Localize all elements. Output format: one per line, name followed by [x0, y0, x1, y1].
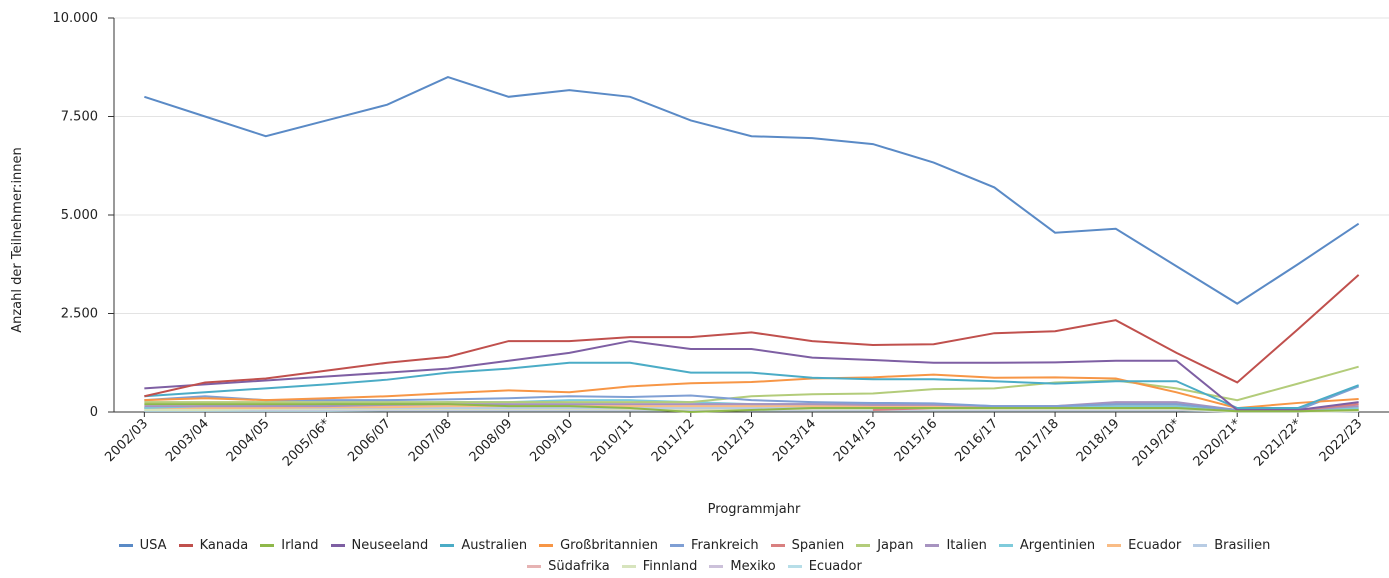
- x-tick-label: 2016/17: [952, 416, 1001, 465]
- legend-swatch: [539, 544, 554, 547]
- legend-swatch: [621, 565, 636, 568]
- y-tick-label: 2.500: [61, 307, 98, 322]
- legend-item[interactable]: Japan: [856, 538, 913, 553]
- legend-swatch: [1193, 544, 1208, 547]
- x-tick-label: 2011/12: [649, 416, 698, 465]
- y-tick-label: 7.500: [61, 110, 98, 125]
- series-line: [144, 365, 1359, 404]
- legend-swatch: [178, 544, 193, 547]
- legend-swatch: [669, 544, 684, 547]
- legend-label: Finnland: [642, 559, 698, 574]
- x-tick-label: 2019/20*: [1130, 416, 1184, 470]
- x-tick-label: 2015/16: [892, 416, 941, 465]
- legend-label: Großbritannien: [560, 538, 658, 553]
- series-line: [144, 373, 1359, 410]
- y-tick-label: 0: [90, 405, 98, 420]
- legend-label: Brasilien: [1214, 538, 1271, 553]
- legend-row: Südafrika Finnland Mexiko Ecuador: [527, 559, 862, 574]
- legend-item[interactable]: Südafrika: [527, 559, 610, 574]
- x-tick-label: 2007/08: [406, 416, 455, 465]
- x-tick-label: 2008/09: [467, 416, 516, 465]
- legend-swatch: [770, 544, 785, 547]
- x-tick-label: 2009/10: [527, 416, 576, 465]
- legend-label: Ecuador: [808, 559, 862, 574]
- legend-swatch: [998, 544, 1013, 547]
- y-tick-label: 5.000: [61, 208, 98, 223]
- y-axis-label: Anzahl der Teilnehmer:innen: [10, 147, 25, 333]
- legend: USA Kanada Irland Neuseeland Australien Großb…: [0, 538, 1389, 574]
- x-tick-label: 2014/15: [831, 416, 880, 465]
- y-tick-label: 10.000: [53, 11, 99, 26]
- legend-item[interactable]: Kanada: [178, 538, 249, 553]
- x-tick-label: 2004/05: [224, 416, 273, 465]
- x-tick-label: 2017/18: [1013, 416, 1062, 465]
- legend-swatch: [440, 544, 455, 547]
- legend-item[interactable]: Irland: [260, 538, 319, 553]
- series-line: [144, 274, 1360, 398]
- x-tick-label: 2022/23: [1317, 416, 1366, 465]
- legend-swatch: [118, 544, 133, 547]
- series-line: [144, 361, 1359, 410]
- series-line: [144, 385, 1360, 412]
- legend-label: USA: [139, 538, 167, 553]
- legend-item[interactable]: Finnland: [621, 559, 698, 574]
- legend-label: Spanien: [791, 538, 845, 553]
- x-axis-label: Programmjahr: [708, 502, 801, 517]
- series-line: [144, 76, 1360, 305]
- x-tick-label: 2003/04: [163, 416, 212, 465]
- legend-item[interactable]: Brasilien: [1193, 538, 1270, 553]
- x-tick-label: 2013/14: [770, 416, 819, 465]
- legend-swatch: [709, 565, 724, 568]
- legend-label: Ecuador: [1128, 538, 1182, 553]
- legend-label: Mexiko: [730, 559, 776, 574]
- legend-label: Italien: [946, 538, 987, 553]
- x-tick-label: 2002/03: [102, 416, 151, 465]
- series-line: [144, 403, 1359, 414]
- legend-label: Südafrika: [548, 559, 610, 574]
- legend-swatch: [856, 544, 871, 547]
- legend-item[interactable]: Großbritannien: [539, 538, 658, 553]
- legend-label: Frankreich: [690, 538, 759, 553]
- legend-swatch: [787, 565, 802, 568]
- legend-label: Neuseeland: [351, 538, 429, 553]
- legend-item[interactable]: Australien: [440, 538, 527, 553]
- legend-item[interactable]: Argentinien: [998, 538, 1096, 553]
- legend-label: Argentinien: [1019, 538, 1096, 553]
- chart: Anzahl der Teilnehmer:innen Programmjahr…: [10, 11, 1389, 517]
- x-tick-label: 2020/21*: [1191, 416, 1245, 470]
- legend-item[interactable]: Ecuador: [1107, 538, 1181, 553]
- legend-swatch: [260, 544, 275, 547]
- legend-item[interactable]: Spanien: [770, 538, 845, 553]
- legend-item[interactable]: USA: [118, 538, 167, 553]
- legend-label: Kanada: [199, 538, 249, 553]
- legend-label: Irland: [281, 538, 319, 553]
- legend-label: Japan: [877, 538, 914, 553]
- x-tick-label: 2010/11: [588, 416, 637, 465]
- x-tick-label: 2006/07: [345, 416, 394, 465]
- legend-item[interactable]: Frankreich: [669, 538, 759, 553]
- legend-item[interactable]: Neuseeland: [330, 538, 429, 553]
- series-line: [144, 340, 1359, 412]
- legend-swatch: [1107, 544, 1122, 547]
- x-tick-label: 2012/13: [710, 416, 759, 465]
- legend-swatch: [527, 565, 542, 568]
- x-tick-label: 2005/06*: [280, 416, 334, 470]
- legend-item[interactable]: Ecuador: [787, 559, 862, 574]
- legend-swatch: [330, 544, 345, 547]
- legend-item[interactable]: Mexiko: [709, 559, 776, 574]
- series-line: [144, 401, 1359, 412]
- x-tick-label: 2018/19: [1074, 416, 1123, 465]
- legend-item[interactable]: Italien: [925, 538, 987, 553]
- legend-label: Australien: [461, 538, 528, 553]
- x-tick-label: 2021/22*: [1251, 416, 1305, 470]
- legend-swatch: [925, 544, 940, 547]
- legend-row: USA Kanada Irland Neuseeland Australien Großb…: [118, 538, 1270, 553]
